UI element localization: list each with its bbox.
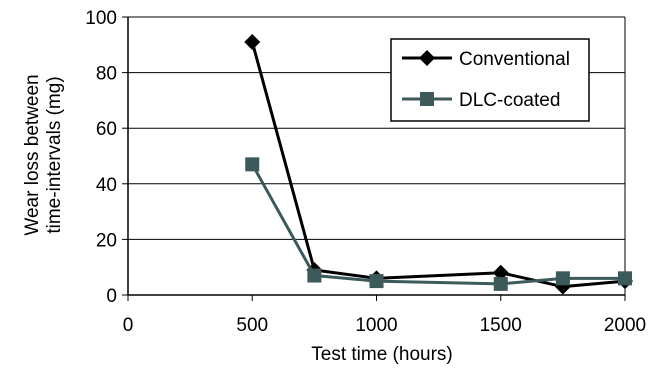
point-dlc-coated-2000 (618, 271, 632, 286)
legend-label-dlc-coated: DLC-coated (459, 90, 560, 111)
x-axis-title: Test time (hours) (311, 344, 452, 365)
point-dlc-coated-1000 (369, 274, 384, 289)
point-dlc-coated-500 (245, 157, 260, 172)
y-tick-label-80: 80 (96, 64, 117, 85)
y-axis-title-line-1: Wear loss between (22, 74, 43, 235)
x-tick-label-1500: 1500 (480, 315, 522, 336)
x-tick-label-500: 500 (236, 315, 268, 336)
x-tick-label-2000: 2000 (604, 315, 646, 336)
point-conventional-500 (244, 34, 261, 51)
y-tick-label-0: 0 (106, 286, 117, 307)
series-line-dlc-coated (250, 163, 625, 286)
legend-entry-dlc-coated: DLC-coated (402, 90, 560, 111)
y-axis-title: Wear loss between time-intervals (mg) (22, 74, 65, 235)
legend: Conventional DLC-coated (390, 38, 590, 122)
y-tick-labels: 0 20 40 60 80 100 (85, 8, 117, 307)
axes (122, 16, 626, 301)
legend-box (390, 38, 590, 122)
point-dlc-coated-1750 (555, 271, 570, 286)
legend-marker-dlc-coated (420, 92, 434, 106)
y-tick-label-20: 20 (96, 230, 117, 251)
series-line-conventional (250, 41, 626, 289)
point-conventional-1500 (492, 264, 509, 281)
y-tick-label-40: 40 (96, 175, 117, 196)
y-axis-title-line-2: time-intervals (mg) (44, 76, 65, 233)
legend-entry-conventional: Conventional (402, 49, 570, 70)
x-tick-label-0: 0 (123, 315, 134, 336)
legend-marker-conventional (419, 50, 435, 66)
x-tick-labels: 0 500 1000 1500 2000 (123, 315, 646, 336)
series-dlc-coated (245, 157, 632, 291)
point-dlc-coated-750 (307, 268, 322, 283)
y-tick-label-100: 100 (85, 8, 117, 29)
x-tick-label-1000: 1000 (355, 315, 397, 336)
legend-label-conventional: Conventional (459, 49, 570, 70)
y-tick-label-60: 60 (96, 119, 117, 140)
point-dlc-coated-1500 (493, 276, 508, 291)
series-layer (244, 34, 633, 295)
